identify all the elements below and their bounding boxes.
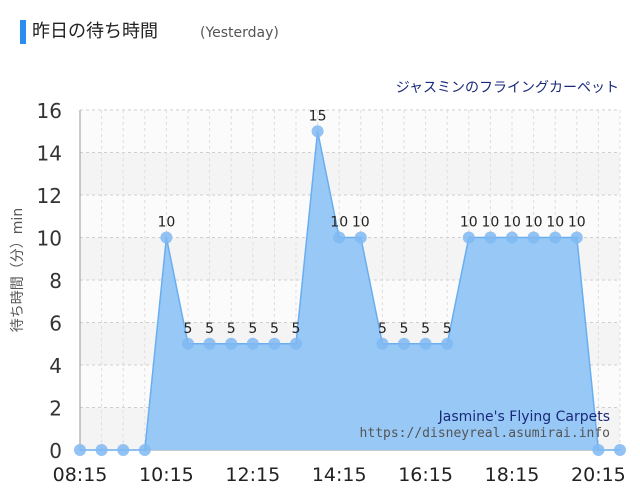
watermark-name: Jasmine's Flying Carpets <box>438 409 610 425</box>
y-tick-label: 8 <box>49 269 62 293</box>
data-point <box>549 231 562 244</box>
plot-band <box>80 195 620 238</box>
x-tick-label: 08:15 <box>53 464 108 486</box>
data-label: 5 <box>400 321 409 337</box>
data-point <box>311 125 324 138</box>
data-label: 5 <box>270 321 279 337</box>
data-point <box>246 337 259 350</box>
data-points <box>74 125 626 456</box>
data-label: 10 <box>460 215 478 231</box>
data-point <box>376 337 389 350</box>
y-tick-label: 14 <box>37 142 62 166</box>
x-tick-label: 12:15 <box>225 464 280 486</box>
chart-header: 昨日の待ち時間 (Yesterday) <box>20 18 620 46</box>
data-label: 10 <box>352 215 370 231</box>
data-point <box>484 231 497 244</box>
data-label: 10 <box>157 215 175 231</box>
y-axis-label: 待ち時間（分）min <box>10 208 26 332</box>
data-label: 10 <box>525 215 543 231</box>
data-label: 5 <box>227 321 236 337</box>
data-point <box>225 337 238 350</box>
data-point <box>290 337 302 350</box>
data-point <box>160 231 173 244</box>
y-tick-label: 12 <box>37 184 62 208</box>
y-tick-label: 0 <box>49 439 62 463</box>
data-point <box>592 444 605 456</box>
x-tick-label: 20:15 <box>571 464 626 486</box>
y-tick-label: 2 <box>49 397 62 421</box>
data-point <box>95 444 108 456</box>
data-label: 5 <box>184 321 193 337</box>
data-label: 10 <box>546 215 564 231</box>
data-point <box>398 337 410 350</box>
data-point <box>74 444 86 456</box>
data-point <box>182 337 194 350</box>
data-point <box>462 231 475 244</box>
header-subtitle: (Yesterday) <box>200 25 279 41</box>
data-point <box>117 444 130 456</box>
x-tick-labels: 08:15 10:15 12:15 14:15 16:15 18:15 20:15 <box>53 464 626 486</box>
data-label: 10 <box>330 215 348 231</box>
data-point <box>268 337 281 350</box>
series-area <box>80 131 620 450</box>
data-label: 5 <box>205 321 214 337</box>
y-tick-label: 6 <box>49 312 62 336</box>
data-point <box>527 231 540 244</box>
header-accent-bar <box>20 20 26 44</box>
data-label: 10 <box>481 215 499 231</box>
data-point <box>203 337 216 350</box>
chart-title: ジャスミンのフライングカーペット <box>396 80 619 96</box>
data-label: 5 <box>443 321 452 337</box>
x-tick-label: 16:15 <box>398 464 453 486</box>
data-point <box>354 231 367 244</box>
plot-band <box>80 110 620 153</box>
y-tick-labels: 0 2 4 6 8 10 12 14 16 <box>37 99 62 463</box>
y-tick-label: 16 <box>37 99 62 123</box>
data-point <box>138 444 151 456</box>
data-label: 10 <box>503 215 521 231</box>
x-tick-label: 18:15 <box>485 464 540 486</box>
x-tick-label: 10:15 <box>139 464 194 486</box>
y-tick-label: 4 <box>49 354 62 378</box>
data-point <box>570 231 583 244</box>
data-label: 5 <box>248 321 257 337</box>
data-point <box>614 444 626 456</box>
data-label: 5 <box>292 321 301 337</box>
data-label: 15 <box>309 108 327 124</box>
watermark-url: https://disneyreal.asumirai.info <box>360 426 610 441</box>
data-label: 5 <box>421 321 430 337</box>
data-point <box>441 337 454 350</box>
x-tick-label: 14:15 <box>312 464 367 486</box>
data-point <box>333 231 346 244</box>
data-point <box>419 337 432 350</box>
data-label: 10 <box>568 215 586 231</box>
data-label: 5 <box>378 321 387 337</box>
header-title: 昨日の待ち時間 <box>32 21 158 42</box>
data-point <box>506 231 518 244</box>
plot-band <box>80 152 620 195</box>
y-tick-label: 10 <box>37 227 62 251</box>
